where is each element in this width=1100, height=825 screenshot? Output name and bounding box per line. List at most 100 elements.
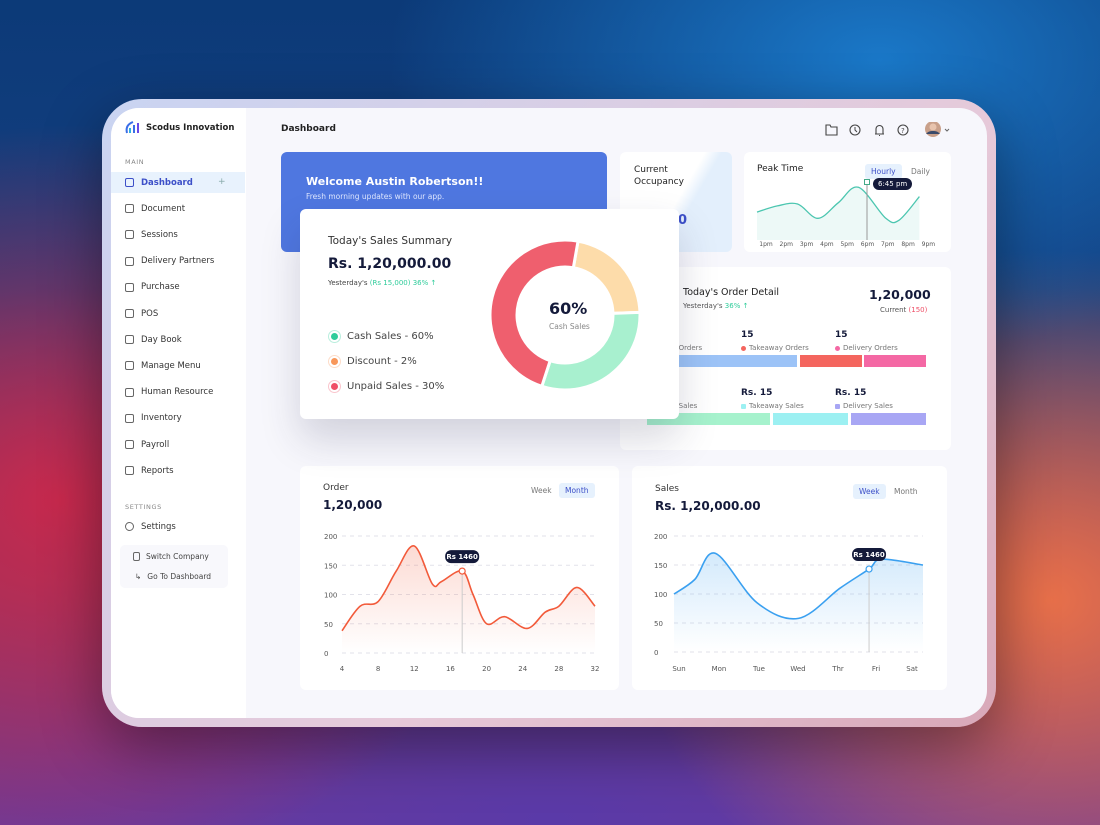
- header-icons: ?: [825, 122, 950, 137]
- y-tick-label: 100: [324, 592, 337, 600]
- section-main: MAIN: [125, 158, 145, 166]
- sales-donut-chart: [488, 238, 642, 392]
- sidebar-item-manage-menu[interactable]: Manage Menu: [111, 355, 245, 376]
- chevron-down-icon[interactable]: [944, 128, 950, 132]
- box-icon: [125, 440, 134, 449]
- sidebar-item-payroll[interactable]: Payroll: [111, 434, 245, 455]
- clipboard-icon: [125, 466, 134, 476]
- sales-summary-yesterday: Yesterday's (Rs 15,000) 36% ↑: [328, 279, 437, 287]
- sidebar-item-settings[interactable]: Settings: [111, 516, 245, 537]
- welcome-subtitle: Fresh morning updates with our app.: [306, 192, 445, 201]
- peak-time-title: Peak Time: [757, 164, 804, 174]
- sales-chart: 0 50 100 150 200 Rs 1460 Sun Mon Tue Wed Thr Fri Sat: [654, 533, 924, 673]
- tab-week[interactable]: Week: [853, 484, 886, 499]
- go-to-dashboard-button[interactable]: ↳ Go To Dashboard: [135, 572, 212, 581]
- sales-label: Delivery Sales: [835, 402, 893, 410]
- order-detail-current: Current (150): [880, 306, 928, 314]
- logo-icon: [125, 121, 139, 134]
- legend-dot: [741, 345, 746, 351]
- switch-company-button[interactable]: Switch Company: [133, 552, 209, 561]
- donut-center-label: Cash Sales: [549, 322, 590, 331]
- order-detail-yesterday: Yesterday's 36% ↑: [683, 302, 749, 310]
- x-tick-label: 4pm: [820, 241, 834, 248]
- tab-daily[interactable]: Daily: [911, 167, 930, 176]
- area-fill: [674, 552, 923, 652]
- tab-hourly[interactable]: Hourly: [865, 164, 902, 179]
- y-tick-label: 50: [324, 621, 333, 629]
- bell-icon[interactable]: [875, 124, 884, 137]
- x-tick-label: 8pm: [901, 241, 915, 248]
- sidebar-item-day-book[interactable]: Day Book: [111, 329, 245, 350]
- x-tick-label: 24: [518, 665, 527, 673]
- clock-icon[interactable]: [849, 124, 861, 136]
- sidebar-item-inventory[interactable]: Inventory: [111, 408, 245, 429]
- book-icon: [125, 335, 134, 345]
- legend-item: Unpaid Sales - 30%: [328, 380, 444, 393]
- tab-month[interactable]: Month: [559, 483, 595, 498]
- sales-chart-total: Rs. 1,20,000.00: [655, 499, 761, 513]
- y-tick-label: 0: [324, 650, 328, 658]
- peak-time-card: [744, 152, 951, 252]
- x-tick-label: 7pm: [881, 241, 895, 248]
- order-detail-total: 1,20,000: [869, 287, 931, 302]
- orders-label: Delivery Orders: [835, 344, 898, 352]
- x-tick-label: 6pm: [861, 241, 875, 248]
- x-tick-label: Tue: [752, 665, 765, 673]
- tooltip-point: [865, 565, 873, 573]
- help-icon[interactable]: ?: [897, 124, 909, 136]
- sales-summary-amount: Rs. 1,20,000.00: [328, 256, 452, 272]
- sidebar-item-pos[interactable]: POS: [111, 303, 245, 324]
- sales-bar: [851, 413, 926, 425]
- y-tick-label: 150: [324, 562, 337, 570]
- tab-month[interactable]: Month: [894, 487, 918, 496]
- area-fill: [757, 186, 920, 240]
- legend-dot: [328, 330, 341, 343]
- add-icon[interactable]: +: [218, 177, 226, 187]
- tooltip-bg: [445, 550, 480, 564]
- avatar[interactable]: [925, 122, 941, 137]
- x-tick-label: 9pm: [922, 241, 936, 248]
- series-line: [341, 545, 596, 632]
- y-tick-label: 100: [654, 591, 667, 599]
- x-tick-label: 2pm: [780, 241, 794, 248]
- folder-icon[interactable]: [825, 124, 838, 136]
- tooltip-bg: [852, 548, 887, 562]
- x-tick-label: 5pm: [840, 241, 854, 248]
- building-icon: [133, 552, 140, 561]
- sales-value: Rs. 15: [835, 388, 867, 398]
- tab-week[interactable]: Week: [531, 486, 552, 495]
- tooltip-text: Rs 1460: [853, 551, 885, 559]
- occupancy-value: 0: [678, 213, 688, 228]
- sidebar-item-document[interactable]: Document: [111, 198, 245, 219]
- orders-value: 15: [741, 330, 754, 340]
- box-icon: [125, 413, 134, 423]
- x-tick-label: 16: [446, 665, 455, 673]
- orders-label: n Orders: [672, 344, 703, 352]
- sales-chart-title: Sales: [655, 484, 679, 494]
- sidebar-item-human-resource[interactable]: Human Resource: [111, 382, 245, 403]
- app-name: Scodus Innovation: [146, 123, 235, 133]
- gear-icon: [125, 361, 134, 371]
- x-tick-label: 3pm: [800, 241, 814, 248]
- area-fill: [342, 545, 595, 653]
- sales-label: Takeaway Sales: [741, 402, 804, 410]
- y-tick-label: 50: [654, 620, 663, 628]
- section-settings: SETTINGS: [125, 503, 162, 511]
- x-tick-label: Mon: [712, 665, 727, 673]
- x-tick-label: 12: [410, 665, 419, 673]
- sidebar-item-reports[interactable]: Reports: [111, 460, 245, 481]
- sidebar-item-purchase[interactable]: Purchase: [111, 277, 245, 298]
- orders-value: 15: [835, 330, 848, 340]
- legend-dot: [741, 403, 746, 409]
- legend-item: Cash Sales - 60%: [328, 330, 434, 343]
- peak-time-chart: 1pm 2pm 3pm 4pm 5pm 6pm 7pm 8pm 9pm: [756, 179, 936, 248]
- sidebar-item-delivery-partners[interactable]: Delivery Partners: [111, 251, 245, 272]
- truck-icon: [125, 256, 134, 266]
- sales-summary-title: Today's Sales Summary: [328, 235, 453, 247]
- tooltip-point: [458, 567, 466, 575]
- series-line: [756, 186, 920, 224]
- sidebar-item-sessions[interactable]: Sessions: [111, 224, 245, 245]
- user-add-icon: [125, 387, 134, 397]
- orders-bar: [800, 355, 862, 367]
- sidebar-item-dashboard[interactable]: Dashboard: [111, 172, 245, 193]
